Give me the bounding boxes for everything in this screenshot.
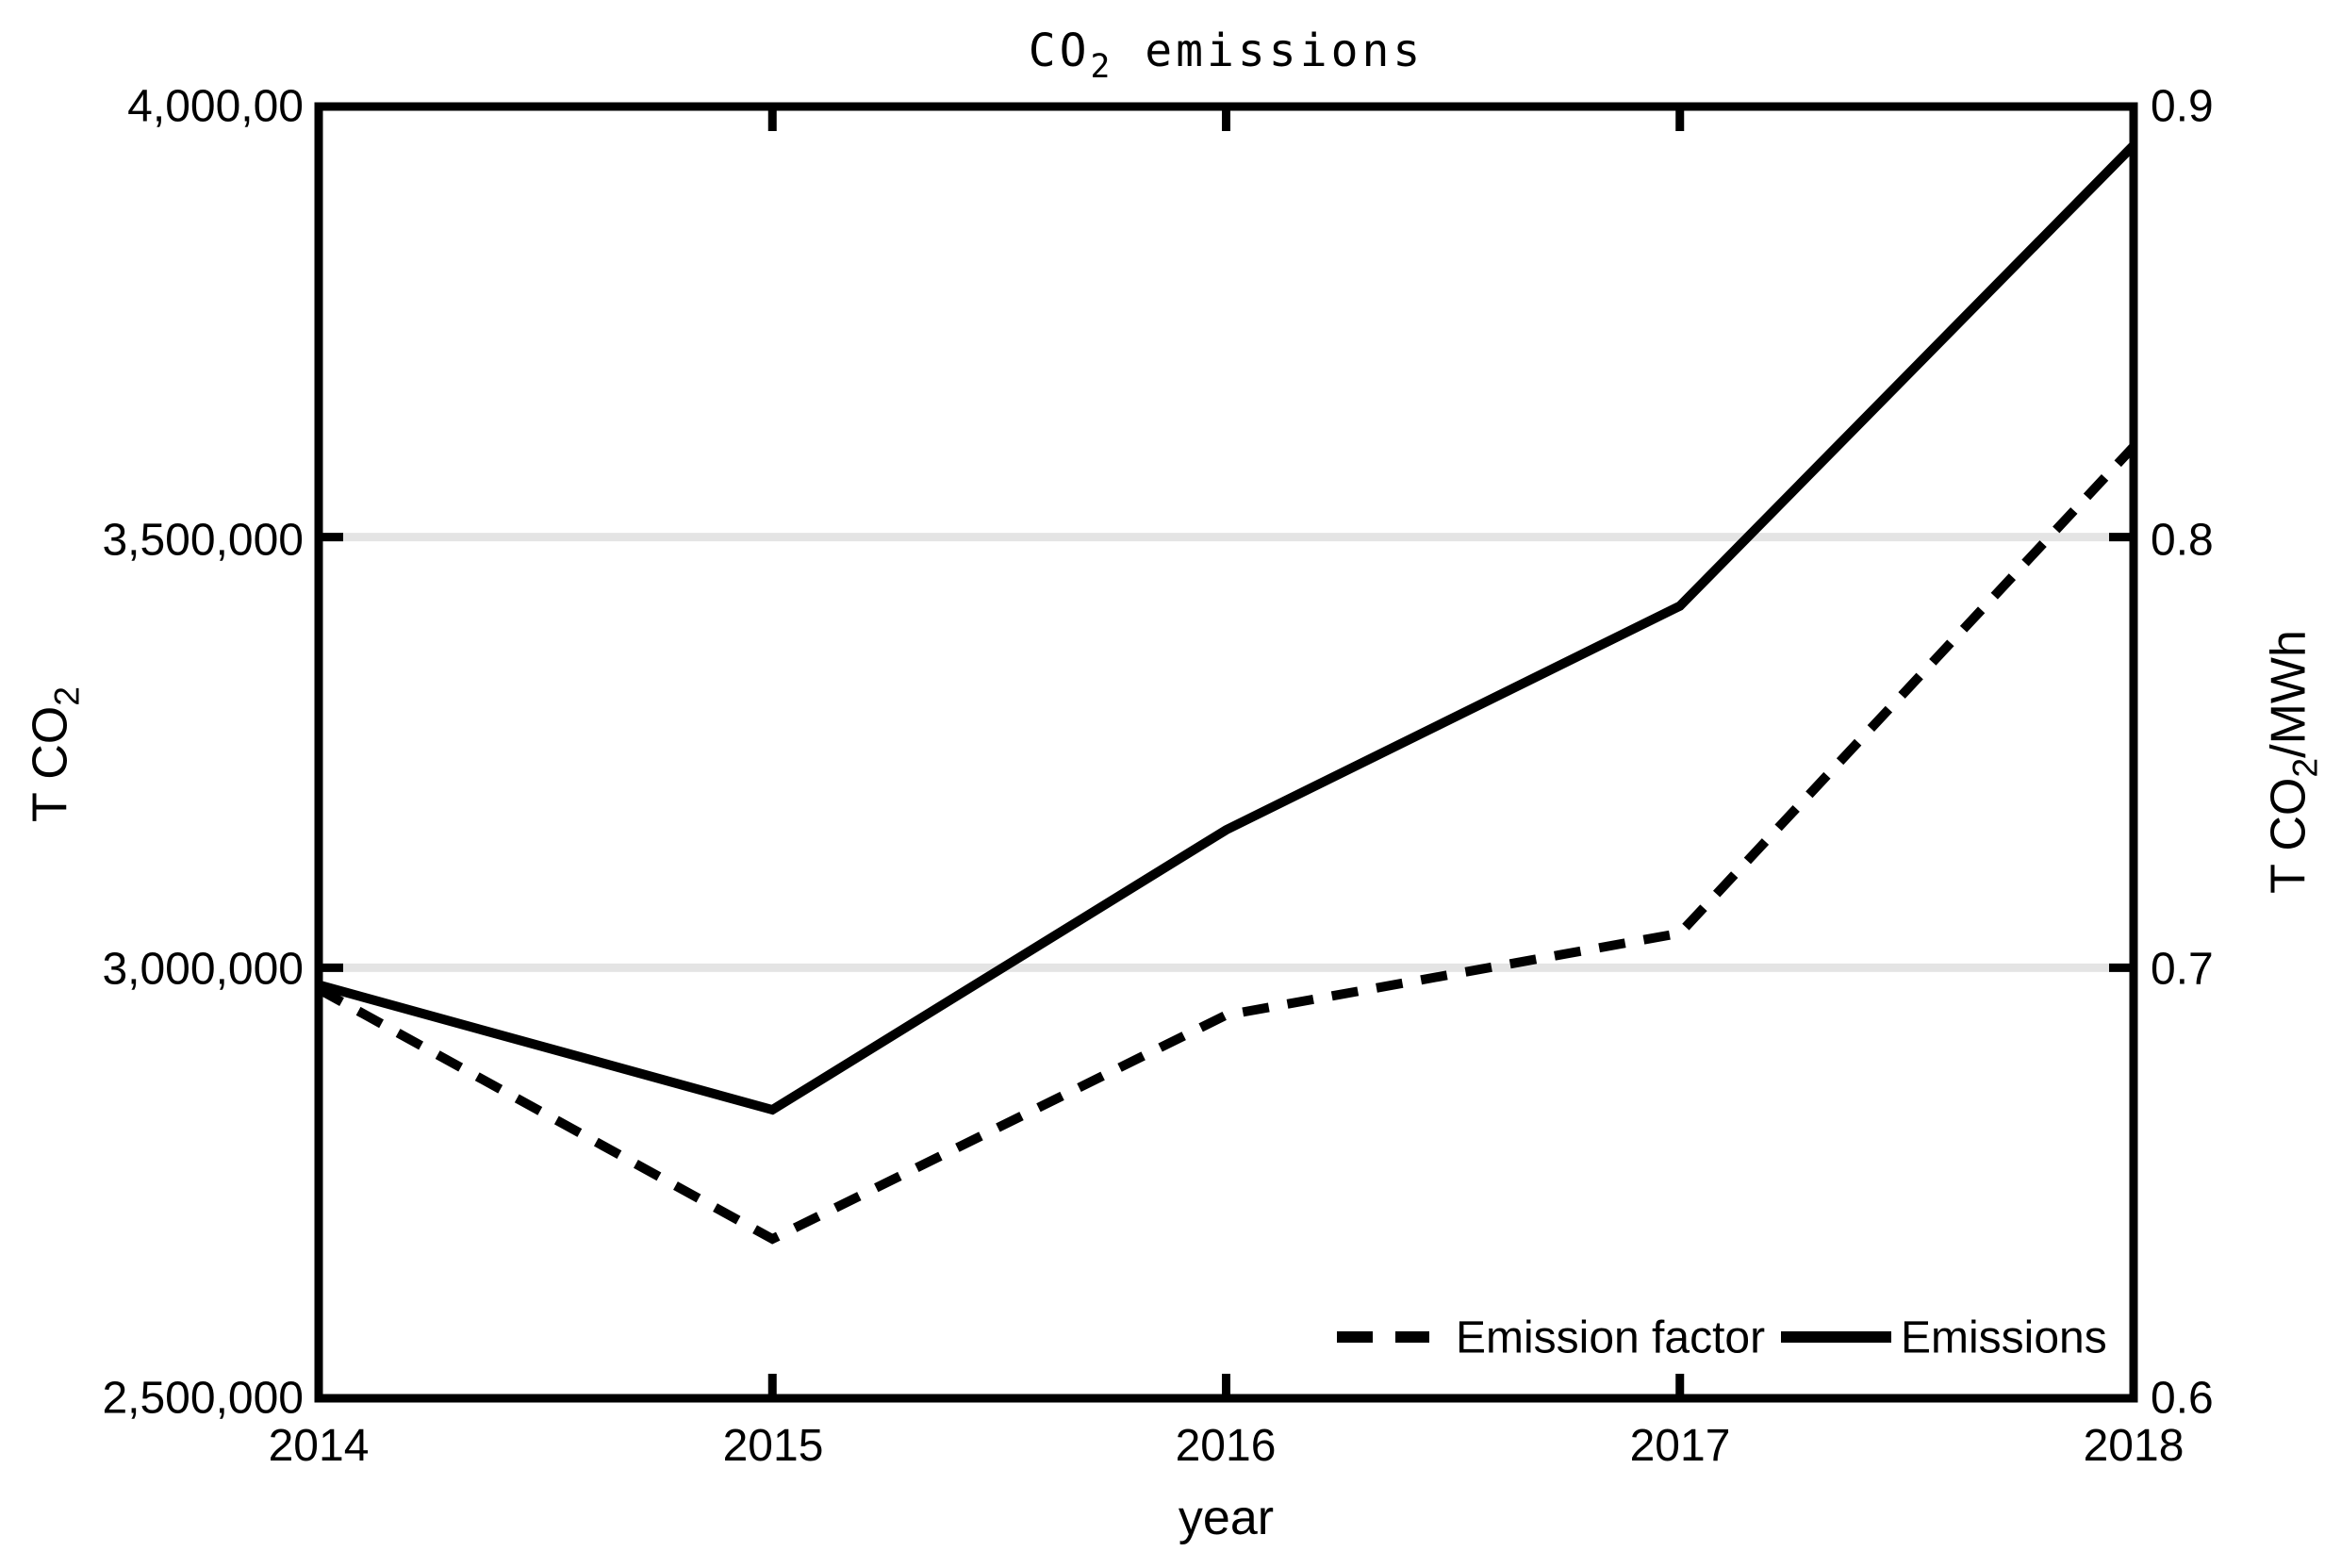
title-subscript: 2	[1090, 48, 1114, 87]
y-right-tick-label-0.9: 0.9	[2151, 81, 2214, 132]
y-right-tick-label-0.7: 0.7	[2151, 944, 2214, 995]
y-left-tick-label-4000000: 4,000,00	[127, 81, 304, 132]
x-tick-label-2018: 2018	[2083, 1421, 2184, 1471]
x-tick-label-2017: 2017	[1629, 1421, 1731, 1471]
y-left-tick-label-2500000: 2,500,000	[102, 1373, 304, 1424]
x-tick-label-2016: 2016	[1175, 1421, 1277, 1471]
y-right-tick-label-0.8: 0.8	[2151, 515, 2214, 566]
gridlines	[319, 533, 2134, 972]
legend-emissions-label: Emissions	[1901, 1312, 2107, 1363]
emission-factor-line	[316, 443, 2137, 1245]
x-tick-label-2015: 2015	[722, 1421, 824, 1471]
plot-frame	[314, 102, 2138, 1403]
y-left-label-subscript: 2	[46, 685, 87, 706]
emissions-line	[317, 141, 2137, 1115]
x-tick-label-2014: 2014	[268, 1421, 370, 1471]
y-right-tick-label-0.6: 0.6	[2151, 1373, 2214, 1424]
y-left-axis-label: T CO2	[23, 685, 87, 823]
y-left-tick-label-3000000: 3,000,000	[102, 944, 304, 995]
axis-ticks	[314, 102, 2138, 1403]
y-left-tick-label-3500000: 3,500,000	[102, 515, 304, 566]
y-right-label-subscript: 2	[2284, 757, 2325, 778]
y-right-axis-label: T CO2/MWh	[2261, 630, 2325, 894]
legend-emission-factor-label: Emission factor	[1456, 1312, 1766, 1363]
x-axis-label: year	[1178, 1491, 1275, 1545]
chart-title: CO2 emissions	[1028, 25, 1425, 87]
